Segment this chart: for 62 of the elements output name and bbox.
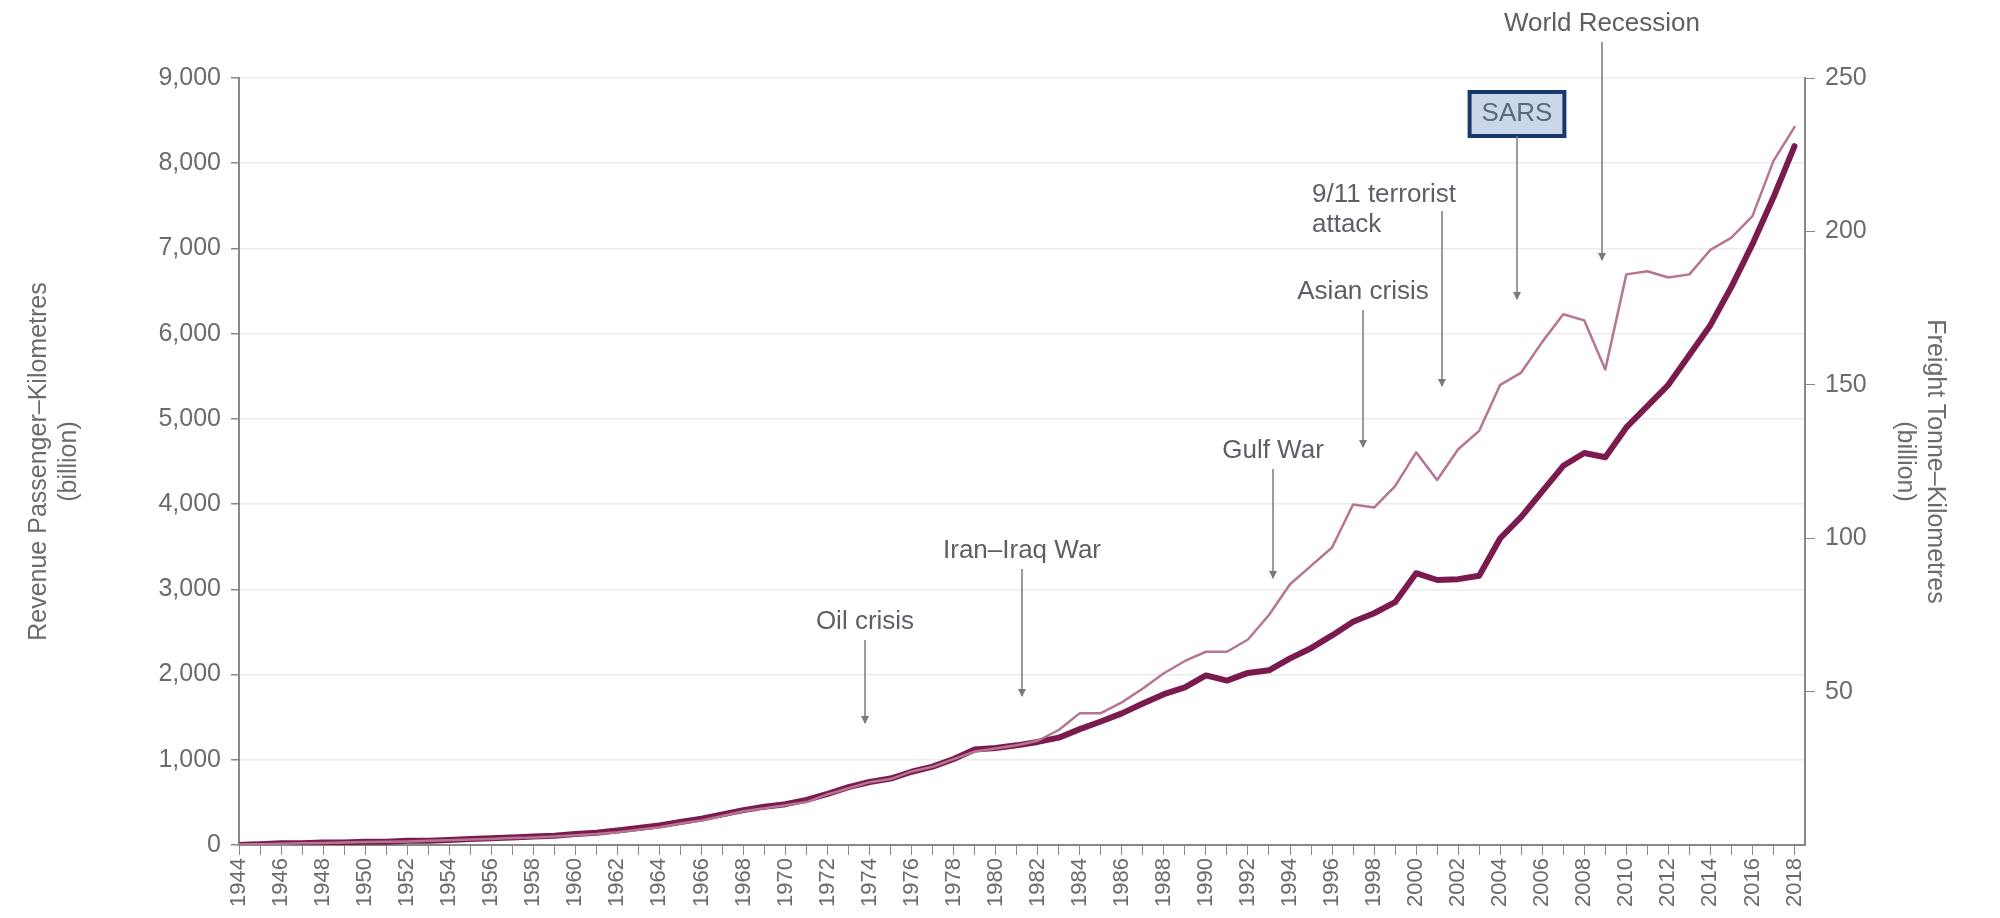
x-tick-label: 1986 [1107, 858, 1133, 908]
x-tick-label: 2010 [1612, 858, 1638, 908]
x-tick-label: 1996 [1318, 858, 1344, 908]
y2-tick-label: 250 [1825, 61, 1867, 90]
y-tick-label: 5,000 [158, 402, 221, 431]
x-tick-label: 2004 [1486, 858, 1512, 908]
x-tick-label: 1964 [645, 858, 671, 908]
x-tick-label: 2018 [1780, 858, 1806, 908]
y-tick-label: 9,000 [158, 61, 221, 90]
x-tick-label: 1950 [351, 858, 377, 908]
x-tick-label: 1946 [267, 858, 293, 908]
text: World Recession [1503, 7, 1701, 38]
x-tick-label: 1968 [729, 858, 755, 908]
y2-tick-label: 50 [1825, 675, 1853, 704]
x-tick-label: 1980 [981, 858, 1007, 908]
x-tick-label: 1956 [477, 858, 503, 908]
annotation: Iran–Iraq War [943, 534, 1102, 565]
x-tick-label: 1992 [1234, 858, 1260, 908]
y2-tick-label: 200 [1825, 215, 1867, 244]
x-tick-label: 1978 [939, 858, 965, 908]
x-tick-label: 2002 [1444, 858, 1470, 908]
x-tick-label: 1982 [1023, 858, 1049, 908]
x-tick-label: 2008 [1570, 858, 1596, 908]
x-tick-label: 1998 [1360, 858, 1386, 908]
y-tick-label: 6,000 [158, 317, 221, 346]
x-tick-label: 1974 [855, 858, 881, 908]
x-tick-label: 1960 [561, 858, 587, 908]
y-tick-label: 3,000 [158, 573, 221, 602]
x-tick-label: 2014 [1696, 858, 1722, 908]
x-tick-label: 2016 [1738, 858, 1764, 908]
x-tick-label: 1990 [1191, 858, 1217, 908]
y-tick-label: 2,000 [158, 658, 221, 687]
y2-tick-label: 100 [1825, 522, 1867, 551]
x-tick-label: 1970 [771, 858, 797, 908]
y-axis-title: Revenue Passenger–Kilometres (billion) [22, 282, 81, 641]
x-tick-label: 1976 [897, 858, 923, 908]
x-tick-label: 2012 [1654, 858, 1680, 908]
x-tick-label: 1994 [1276, 858, 1302, 908]
y-tick-label: 4,000 [158, 488, 221, 517]
x-tick-label: 1958 [519, 858, 545, 908]
x-tick-label: 1962 [603, 858, 629, 908]
y2-tick-label: 150 [1825, 368, 1867, 397]
annotation: Oil crisis [815, 605, 915, 636]
y-tick-label: 8,000 [158, 147, 221, 176]
annotation: 9/11 terrorist attack [1312, 178, 1457, 239]
x-tick-label: 2006 [1528, 858, 1554, 908]
x-tick-label: 1952 [393, 858, 419, 908]
x-tick-label: 1988 [1149, 858, 1175, 908]
y2-axis-title: Freight Tonne–Kilometres (billion) [1893, 319, 1952, 604]
x-tick-label: 1948 [309, 858, 335, 908]
annotation: Asian crisis [1297, 275, 1429, 306]
x-tick-label: 1944 [225, 858, 251, 908]
annotation: Gulf War [1222, 434, 1325, 465]
y-tick-label: 1,000 [158, 743, 221, 772]
x-tick-label: 1966 [687, 858, 713, 908]
y-tick-label: 0 [207, 828, 221, 857]
y-tick-label: 7,000 [158, 232, 221, 261]
x-tick-label: 1984 [1065, 858, 1091, 908]
x-tick-label: 2000 [1402, 858, 1428, 908]
x-tick-label: 1954 [435, 858, 461, 908]
x-tick-label: 1972 [813, 858, 839, 908]
annotation: SARS [1481, 97, 1553, 128]
